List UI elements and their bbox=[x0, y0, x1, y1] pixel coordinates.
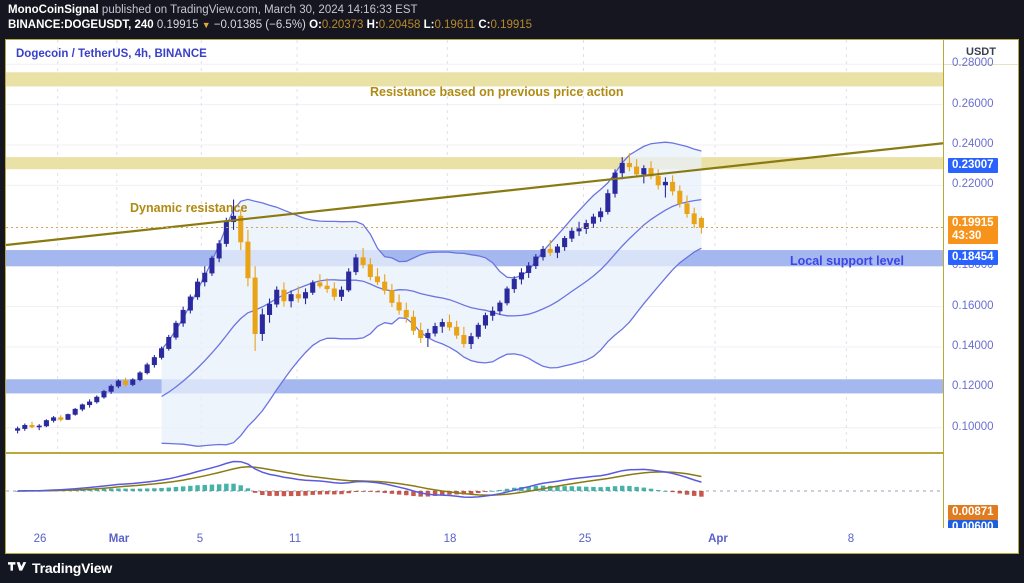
author-name: MonoCoinSignal bbox=[8, 4, 99, 16]
annotation-local-support: Local support level bbox=[790, 254, 904, 268]
low-value: 0.19611 bbox=[434, 19, 476, 31]
time-label: 26 bbox=[33, 533, 47, 545]
price-tick: 0.12000 bbox=[952, 380, 994, 393]
price-scale-unit: USDT bbox=[944, 40, 1018, 65]
price-tick: 0.28000 bbox=[952, 57, 994, 70]
close-label: C: bbox=[478, 19, 491, 31]
price-tick: 0.10000 bbox=[952, 420, 994, 433]
price-tick: 0.16000 bbox=[952, 299, 994, 312]
high-value: 0.20458 bbox=[378, 19, 421, 31]
price-change: −0.01385 (−6.5%) bbox=[213, 19, 306, 31]
time-scale[interactable]: 26 Mar 5 11 18 25 Apr 8 bbox=[5, 528, 1019, 554]
price-tick: 0.26000 bbox=[952, 97, 994, 110]
publish-info: published on TradingView.com, March 30, … bbox=[101, 4, 418, 16]
time-label: Mar bbox=[108, 533, 130, 545]
time-label: Apr bbox=[708, 533, 728, 545]
time-label: 25 bbox=[578, 533, 592, 545]
price-chart-canvas bbox=[6, 40, 943, 452]
last-price-badge[interactable]: 0.19915 43:30 bbox=[948, 215, 998, 244]
header-quote-line: BINANCE:DOGEUSDT, 240 0.19915 ▼ −0.01385… bbox=[8, 18, 1024, 33]
tradingview-logo: TradingView bbox=[8, 560, 112, 576]
header-bar: MonoCoinSignal published on TradingView.… bbox=[0, 0, 1024, 36]
pane-divider-1 bbox=[6, 452, 943, 454]
price-tick: 0.14000 bbox=[952, 339, 994, 352]
macd-value-badge[interactable]: 0.00871 bbox=[948, 505, 998, 520]
chart-legend: Dogecoin / TetherUS, 4h, BINANCE bbox=[16, 48, 207, 60]
open-label: O: bbox=[309, 19, 322, 31]
macd-chart-canvas bbox=[6, 460, 943, 499]
header-publish-line: MonoCoinSignal published on TradingView.… bbox=[8, 3, 1024, 18]
annotation-dynamic-resistance: Dynamic resistance bbox=[130, 201, 248, 215]
last-price: 0.19915 bbox=[156, 19, 199, 31]
high-label: H: bbox=[366, 19, 379, 31]
price-tick: 0.24000 bbox=[952, 138, 994, 151]
open-value: 0.20373 bbox=[321, 19, 364, 31]
price-tick: 0.22000 bbox=[952, 178, 994, 191]
time-label: 8 bbox=[847, 533, 855, 545]
time-label: 11 bbox=[289, 533, 301, 545]
tradingview-mark-icon bbox=[8, 561, 27, 571]
resistance-price-badge[interactable]: 0.23007 bbox=[948, 158, 998, 174]
time-label: 5 bbox=[196, 533, 204, 545]
change-arrow-icon: ▼ bbox=[201, 20, 211, 30]
price-scale[interactable]: USDT 0.28000 0.26000 0.24000 0.22000 0.18000… bbox=[943, 40, 1018, 558]
chart-frame: Dogecoin / TetherUS, 4h, BINANCE USDT 0.… bbox=[5, 39, 1019, 558]
time-label: 18 bbox=[443, 533, 457, 545]
footer-bar: TradingView bbox=[0, 554, 1024, 583]
symbol-ticker: BINANCE:DOGEUSDT, 240 bbox=[8, 19, 154, 31]
close-value: 0.19915 bbox=[490, 19, 533, 31]
price-pane[interactable]: Dogecoin / TetherUS, 4h, BINANCE bbox=[6, 40, 943, 452]
annotation-resistance: Resistance based on previous price actio… bbox=[370, 85, 624, 99]
macd-pane[interactable] bbox=[6, 454, 943, 528]
low-label: L: bbox=[423, 19, 435, 31]
support-price-badge[interactable]: 0.18454 bbox=[948, 250, 998, 266]
tradingview-wordmark: TradingView bbox=[32, 560, 113, 576]
